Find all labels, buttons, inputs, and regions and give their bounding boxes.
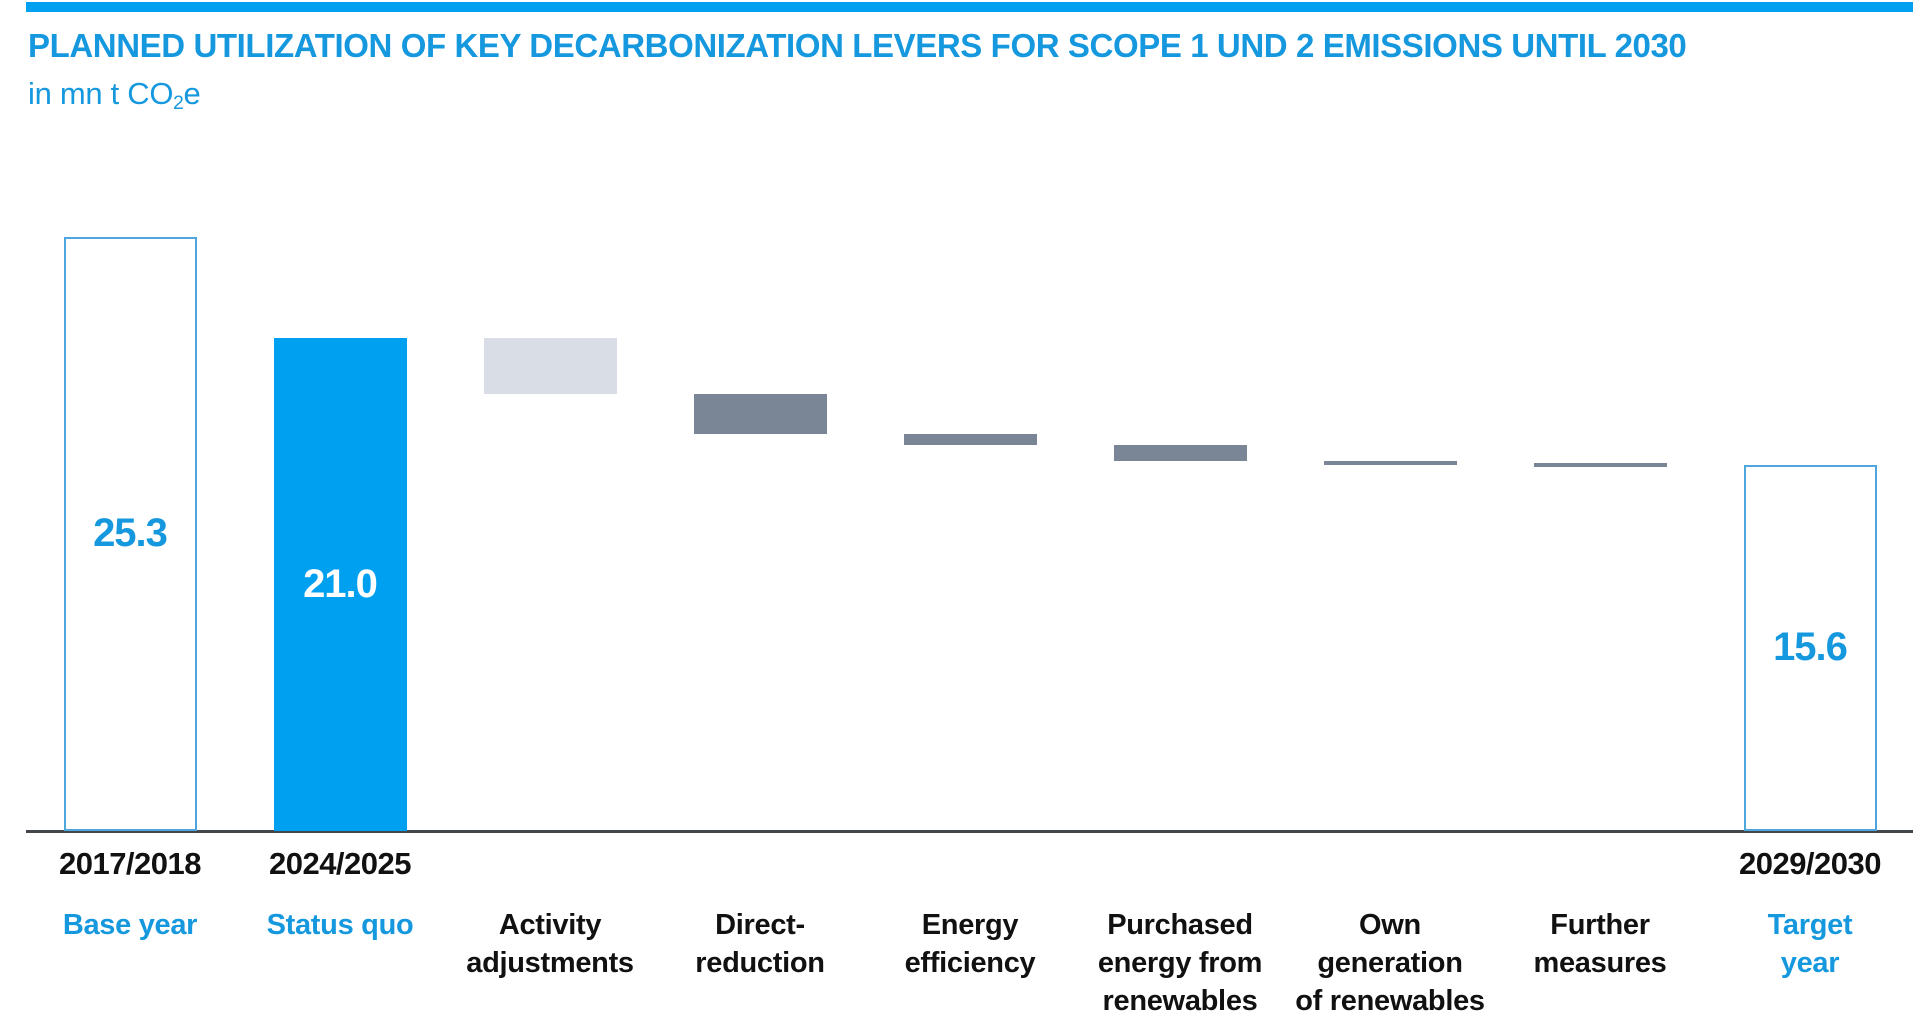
category-label-status-quo: Status quo (266, 909, 414, 941)
category-label-further-measures: Further measures (1533, 909, 1667, 979)
bar-activity-adjustments (483, 337, 617, 395)
category-label-activity-adjustments: Activity adjustments (466, 909, 634, 979)
unit-prefix: in mn t CO (28, 76, 174, 111)
bar-further-measures (1533, 463, 1667, 468)
year-label-status-quo: 2024/2025 (268, 846, 412, 881)
unit-suffix: e (183, 76, 201, 111)
unit-subscript: 2 (173, 92, 184, 114)
bar-target-year: 15.6 (1743, 464, 1877, 831)
bar-base-year: 25.3 (63, 236, 197, 831)
category-label-purchased-energy-from-renewables: Purchased energy from renewables (1097, 909, 1263, 1017)
chart-unit-label: in mn t CO2e (28, 76, 201, 115)
bar-energy-efficiency (903, 434, 1037, 445)
year-label-base-year: 2017/2018 (58, 846, 202, 881)
value-label-target-year: 15.6 (1773, 625, 1848, 670)
year-label-target-year: 2029/2030 (1738, 846, 1882, 881)
category-label-energy-efficiency: Energy efficiency (904, 909, 1036, 979)
bar-purchased-energy-from-renewables (1113, 444, 1247, 462)
bar-own-generation-of-renewables (1323, 461, 1457, 466)
x-axis-line (26, 830, 1913, 833)
chart-title: PLANNED UTILIZATION OF KEY DECARBONIZATI… (28, 27, 1687, 64)
category-label-own-generation-of-renewables: Own generation of renewables (1295, 909, 1485, 1017)
value-label-base-year: 25.3 (93, 511, 168, 556)
category-label-target-year: Target year (1767, 909, 1853, 979)
bar-direct-reduction (693, 394, 827, 435)
bar-status-quo: 21.0 (273, 337, 407, 831)
category-label-base-year: Base year (62, 909, 198, 941)
top-accent-rule (26, 2, 1913, 12)
category-label-direct-reduction: Direct-reduction (695, 909, 825, 979)
value-label-status-quo: 21.0 (303, 561, 378, 606)
